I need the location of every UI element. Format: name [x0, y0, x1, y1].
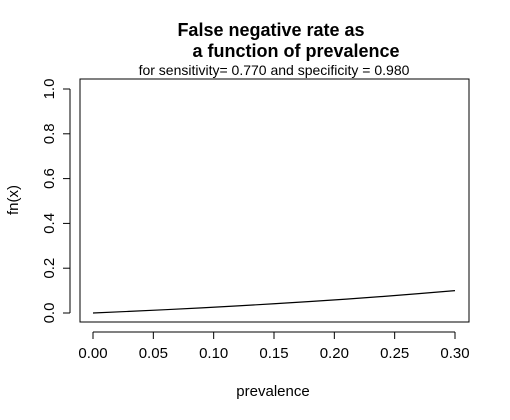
x-axis-label: prevalence	[236, 383, 309, 400]
y-tick-label: 1.0	[41, 79, 58, 100]
y-tick-label: 0.2	[41, 258, 58, 279]
y-tick-label: 0.4	[41, 213, 58, 234]
plot-box	[79, 78, 470, 323]
chart-title-line-1: False negative rate as	[177, 20, 364, 40]
y-axis: 0.0 0.2 0.4 0.6 0.8 1.0	[41, 79, 71, 324]
x-tick-label: 0.15	[259, 345, 288, 362]
series-layer	[92, 290, 456, 314]
series-line-0	[92, 290, 456, 314]
x-tick-label: 0.10	[199, 345, 228, 362]
chart-subtitle: for sensitivity= 0.770 and specificity =…	[139, 62, 410, 78]
y-axis-label: fn(x)	[5, 185, 22, 215]
y-tick-label: 0.0	[41, 303, 58, 324]
x-tick-label: 0.20	[320, 345, 349, 362]
x-tick-label: 0.30	[440, 345, 469, 362]
x-tick-label: 0.05	[139, 345, 168, 362]
chart-title-line-2: a function of prevalence	[192, 41, 399, 61]
y-tick-label: 0.8	[41, 123, 58, 144]
x-tick-label: 0.25	[380, 345, 409, 362]
x-axis: 0.00 0.05 0.10 0.15 0.20 0.25 0.30	[78, 331, 470, 362]
y-tick-label: 0.6	[41, 168, 58, 189]
x-tick-label: 0.00	[78, 345, 107, 362]
